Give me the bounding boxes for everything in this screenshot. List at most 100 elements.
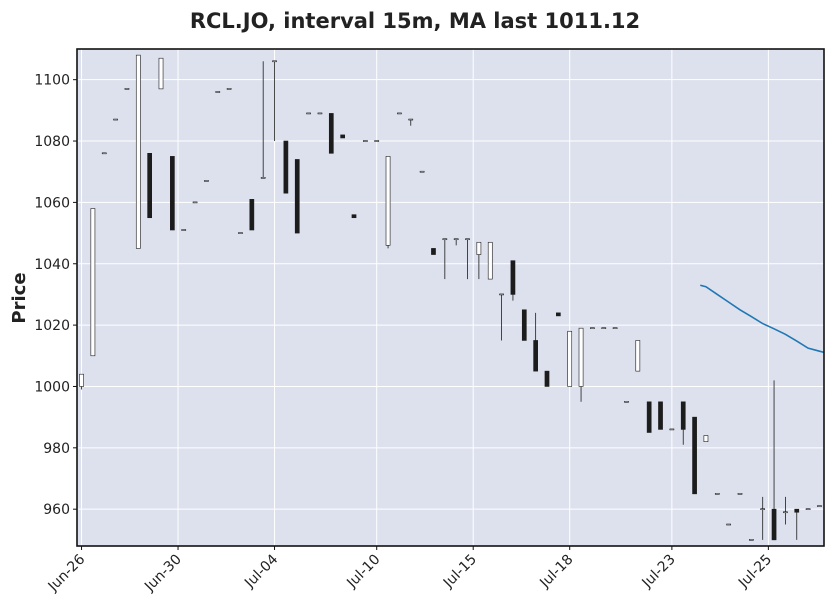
candle — [249, 199, 255, 231]
y-axis-ticks: 960 980 1000 1020 1040 1060 1080 1100 — [34, 73, 77, 518]
candle — [567, 330, 573, 387]
candle-body-up — [90, 208, 96, 357]
candle — [499, 293, 504, 341]
candle — [328, 113, 334, 154]
candle — [760, 496, 766, 540]
candle — [783, 496, 788, 525]
chart-title: RCL.JO, interval 15m, MA last 1011.12 — [190, 9, 640, 33]
candle — [578, 327, 584, 402]
candle-body-up — [442, 238, 448, 241]
candle-body-down — [658, 401, 663, 430]
candle-body-up — [590, 327, 595, 329]
candle — [703, 435, 709, 442]
candle — [170, 156, 175, 231]
candle — [521, 309, 527, 341]
candle — [635, 340, 641, 372]
candle-body-down — [556, 312, 561, 317]
candle-body-up — [226, 88, 232, 90]
candle-body-up — [260, 177, 266, 179]
candle — [283, 140, 289, 194]
moving-average-series — [700, 284, 825, 354]
candle — [204, 180, 209, 182]
candle-body-up — [669, 428, 675, 431]
candle-body-up — [578, 327, 584, 387]
candle-body-up — [601, 327, 607, 329]
candle-body-up — [374, 140, 380, 142]
candle-body-up — [101, 152, 107, 155]
x-axis-ticks: Jun-26 Jun-30 Jul-04 Jul-10 Jul-15 Jul-18 Jul-… — [45, 546, 775, 595]
candle — [181, 229, 187, 231]
candle-body-up — [272, 60, 277, 63]
candle — [805, 508, 811, 510]
candle-body-up — [624, 401, 629, 403]
candle — [465, 238, 470, 280]
candle-body-up — [124, 88, 130, 90]
candle — [590, 327, 595, 329]
candle-body-down — [283, 140, 289, 194]
candle — [533, 312, 538, 372]
candle — [487, 241, 493, 280]
x-tick-label: Jul-25 — [735, 552, 775, 592]
candle-body-down — [533, 340, 538, 372]
candlestick-series — [79, 54, 822, 541]
y-tick-label: 1020 — [34, 318, 70, 334]
candle-body-up — [238, 232, 243, 234]
candle — [294, 159, 300, 234]
candle — [374, 140, 380, 142]
x-tick-label: Jul-23 — [639, 552, 679, 592]
candle — [669, 428, 675, 431]
candle — [215, 91, 221, 93]
candle-body-up — [737, 493, 743, 495]
candle — [556, 312, 561, 317]
candle — [658, 401, 663, 430]
candle — [351, 214, 357, 219]
y-tick-label: 1080 — [34, 134, 70, 150]
candle — [612, 327, 618, 329]
candle — [442, 238, 448, 280]
candle — [306, 112, 311, 115]
x-tick-label: Jul-18 — [536, 552, 576, 592]
candle — [238, 232, 243, 234]
candle — [544, 370, 550, 387]
y-tick-label: 1060 — [34, 195, 70, 211]
candle — [363, 140, 368, 142]
y-tick-label: 1000 — [34, 379, 70, 395]
x-tick-label: Jul-10 — [343, 552, 383, 592]
candle-body-up — [567, 330, 573, 387]
candle — [817, 505, 822, 507]
candle — [408, 118, 414, 126]
candle-body-down — [328, 113, 334, 154]
candle-body-down — [521, 309, 527, 341]
candle-body-up — [204, 180, 209, 182]
candle — [714, 493, 720, 495]
candle-body-up — [397, 112, 402, 115]
candle-body-up — [714, 493, 720, 495]
candle-body-up — [135, 54, 141, 249]
candle — [226, 88, 232, 90]
candle — [90, 208, 96, 357]
candle-body-down — [340, 134, 345, 139]
candle-body-up — [181, 229, 187, 231]
candle — [317, 112, 323, 115]
x-tick-label: Jun-30 — [141, 552, 185, 596]
candle — [397, 112, 402, 115]
candle-body-up — [215, 91, 221, 93]
candle-body-down — [170, 156, 175, 231]
candle — [680, 401, 686, 445]
candle — [646, 401, 652, 433]
candle — [419, 170, 425, 173]
candle-body-down — [249, 199, 255, 231]
candle — [726, 523, 731, 526]
candle — [476, 241, 482, 280]
candle-body-up — [385, 156, 391, 246]
candle-body-up — [612, 327, 618, 329]
y-tick-label: 1040 — [34, 257, 70, 273]
candle-body-up — [408, 118, 414, 121]
candle — [431, 248, 436, 255]
candle-body-down — [692, 416, 697, 495]
candle-body-down — [510, 260, 516, 295]
candle-body-up — [192, 201, 198, 204]
candle — [794, 508, 800, 540]
candle-body-down — [680, 401, 686, 430]
